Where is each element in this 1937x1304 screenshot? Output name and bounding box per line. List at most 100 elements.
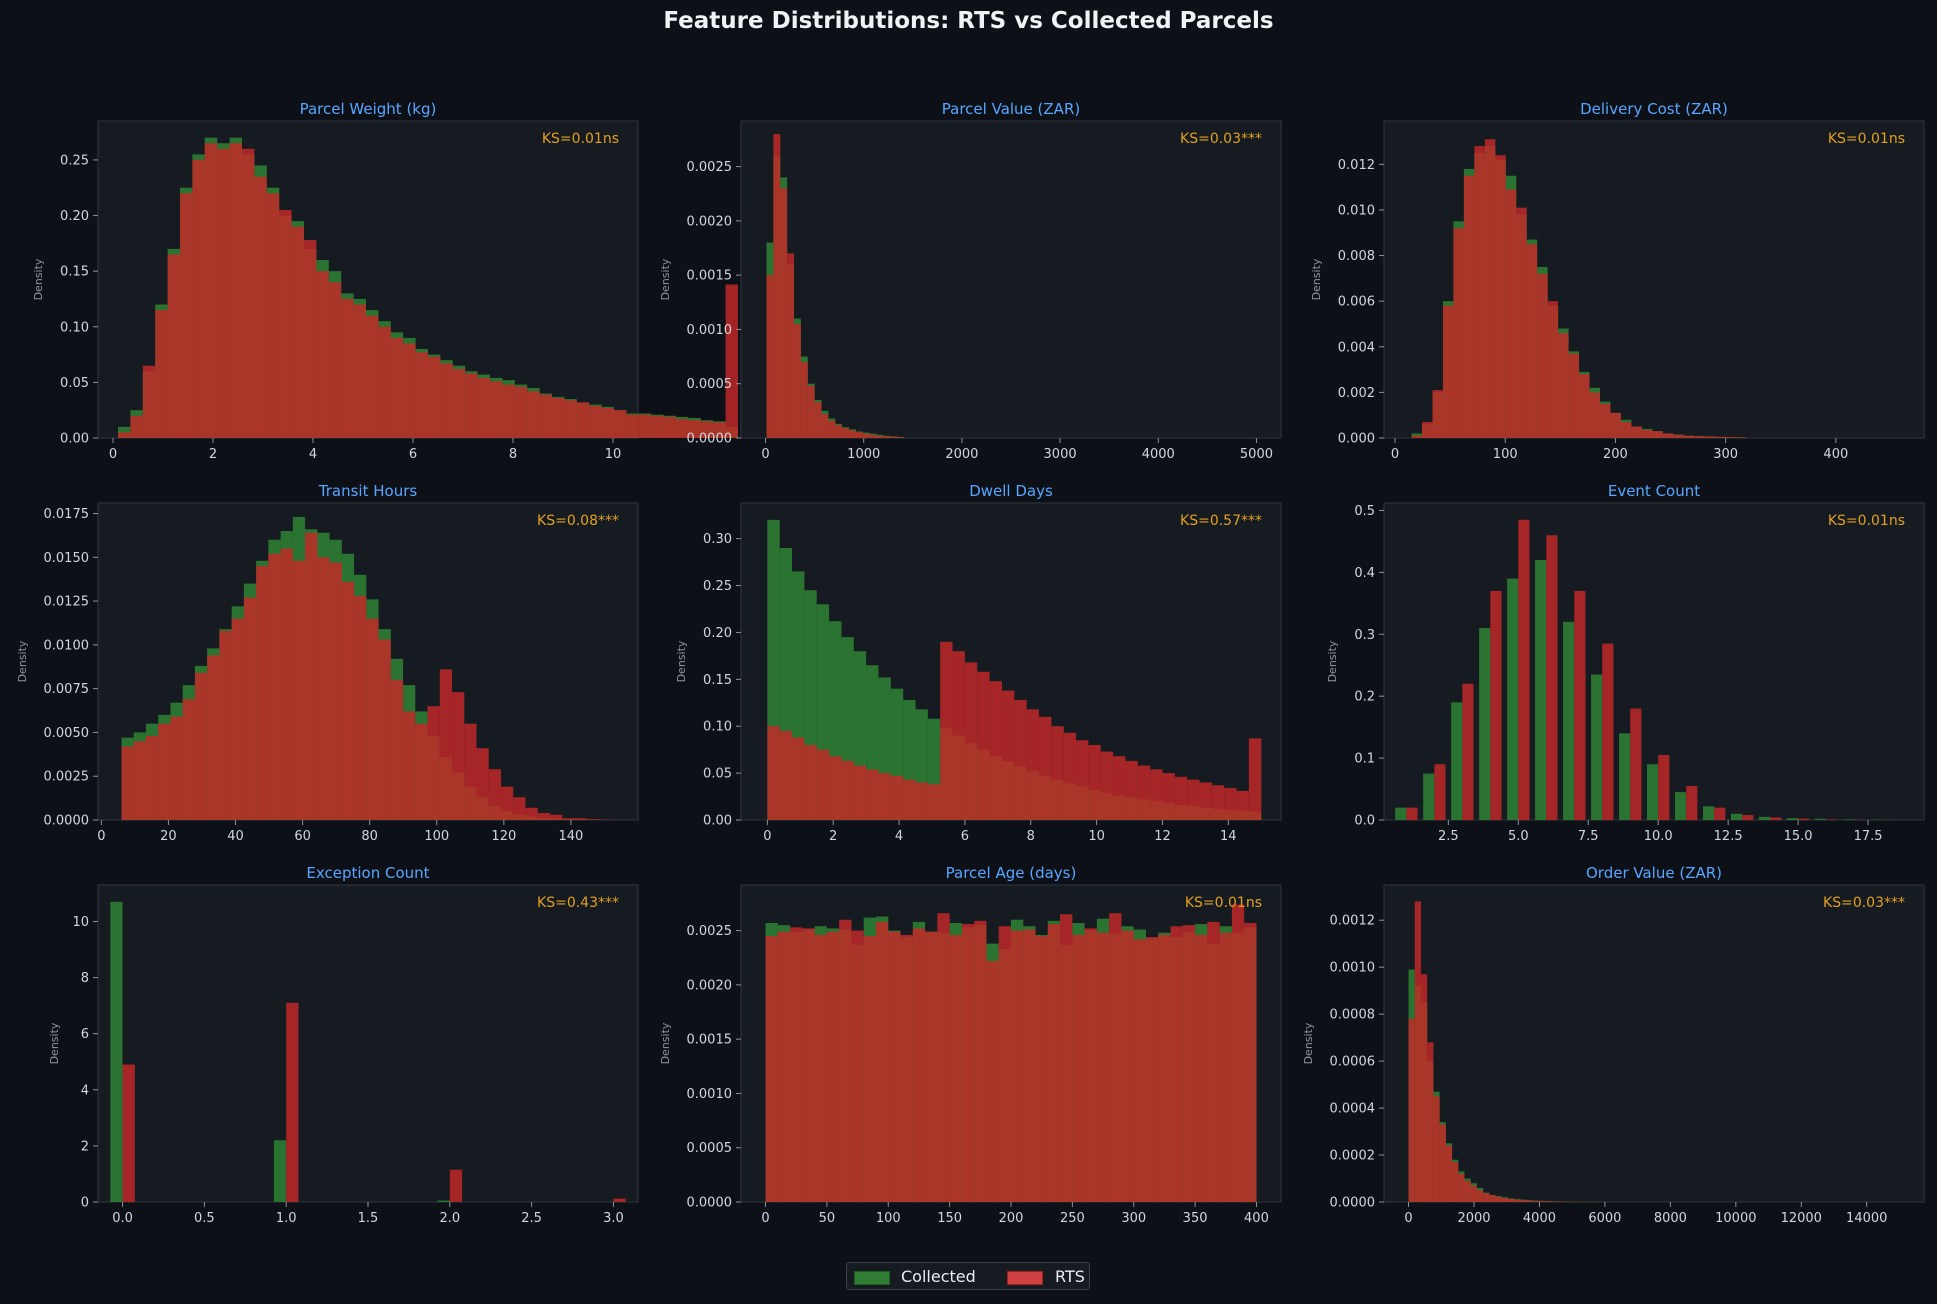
dwell-days-bar-rts-32 bbox=[1162, 773, 1175, 820]
parcel-age-days-ylabel: Density bbox=[659, 1022, 672, 1064]
parcel-age-days-xtick-label: 0 bbox=[761, 1211, 769, 1226]
order-value-zar-ytick-label: 0.0008 bbox=[1330, 1008, 1376, 1023]
parcel-age-days-bar-rts-18 bbox=[986, 960, 999, 1202]
dwell-days-ytick-label: 0.20 bbox=[703, 626, 732, 641]
dwell-days-ytick-label: 0.15 bbox=[703, 673, 732, 688]
transit-hours-bar-rts-16 bbox=[317, 557, 330, 820]
transit-hours-xtick-label: 60 bbox=[294, 829, 311, 844]
parcel-weight-kg-bar-rts-38 bbox=[589, 405, 602, 438]
event-count-bar-rts-5 bbox=[1546, 535, 1558, 820]
dwell-days-xtick-label: 4 bbox=[895, 829, 903, 844]
dwell-days-bar-rts-23 bbox=[1051, 726, 1064, 820]
dwell-days-ytick-label: 0.05 bbox=[703, 767, 732, 782]
transit-hours-bar-rts-25 bbox=[427, 706, 440, 820]
dwell-days-bar-rts-8 bbox=[866, 769, 879, 820]
event-count-bar-collected-9 bbox=[1647, 764, 1659, 820]
dwell-days-bar-rts-31 bbox=[1150, 769, 1163, 820]
parcel-age-days-bar-rts-30 bbox=[1133, 939, 1146, 1202]
dwell-days-bar-rts-7 bbox=[853, 765, 867, 820]
parcel-age-days-bar-rts-17 bbox=[974, 920, 987, 1202]
delivery-cost-zar-bar-rts-9 bbox=[1505, 189, 1517, 438]
order-value-zar-xtick-label: 14000 bbox=[1846, 1211, 1887, 1226]
parcel-age-days-ytick-label: 0.0025 bbox=[687, 924, 733, 939]
event-count-bar-collected-1 bbox=[1423, 773, 1435, 820]
dwell-days-xtick-label: 14 bbox=[1220, 829, 1237, 844]
parcel-weight-kg-bar-rts-23 bbox=[403, 343, 416, 438]
parcel-weight-kg-bar-rts-9 bbox=[229, 143, 242, 439]
order-value-zar-bar-rts-19 bbox=[1526, 1200, 1533, 1202]
dwell-days-bar-rts-37 bbox=[1224, 788, 1237, 820]
parcel-weight-kg-bar-rts-34 bbox=[539, 394, 552, 438]
event-count-bar-rts-14 bbox=[1798, 818, 1810, 820]
transit-hours-ks-label: KS=0.08*** bbox=[537, 513, 619, 529]
parcel-age-days-bar-rts-27 bbox=[1096, 932, 1110, 1202]
delivery-cost-zar-bar-rts-31 bbox=[1736, 437, 1747, 438]
order-value-zar-bar-rts-15 bbox=[1501, 1198, 1509, 1202]
parcel-age-days-ytick-label: 0.0020 bbox=[687, 978, 733, 993]
parcel-value-zar-bar-rts-8 bbox=[821, 414, 829, 438]
parcel-weight-kg-bar-rts-40 bbox=[614, 410, 627, 438]
transit-hours-bar-rts-34 bbox=[537, 812, 550, 820]
parcel-value-zar-ytick-label: 0.0005 bbox=[687, 377, 733, 392]
dwell-days-bar-rts-19 bbox=[1001, 690, 1015, 820]
parcel-value-zar-bar-rts-4 bbox=[794, 324, 801, 438]
parcel-value-zar-title: Parcel Value (ZAR) bbox=[942, 100, 1080, 118]
parcel-weight-kg-bar-rts-4 bbox=[167, 254, 180, 438]
exception-count-xtick-label: 1.5 bbox=[358, 1211, 379, 1226]
parcel-value-zar-xtick-label: 5000 bbox=[1240, 447, 1273, 462]
event-count-xtick-label: 15.0 bbox=[1784, 829, 1813, 844]
parcel-age-days-bar-rts-39 bbox=[1244, 922, 1257, 1202]
parcel-weight-kg-bar-rts-1 bbox=[130, 415, 143, 438]
event-count-bar-rts-12 bbox=[1742, 815, 1754, 820]
transit-hours-bar-rts-37 bbox=[574, 818, 587, 820]
order-value-zar-ytick-label: 0.0002 bbox=[1330, 1149, 1376, 1164]
exception-count-plot-area bbox=[97, 884, 639, 1203]
dwell-days-bar-rts-26 bbox=[1088, 744, 1101, 820]
parcel-age-days-bar-rts-21 bbox=[1023, 929, 1036, 1202]
event-count-bar-rts-6 bbox=[1574, 590, 1586, 820]
delivery-cost-zar-ytick-label: 0.002 bbox=[1338, 386, 1375, 401]
parcel-age-days-bar-rts-24 bbox=[1060, 914, 1073, 1202]
exception-count-ytick-label: 4 bbox=[81, 1083, 89, 1098]
delivery-cost-zar-bar-rts-16 bbox=[1579, 374, 1590, 438]
parcel-value-zar-xtick-label: 0 bbox=[761, 447, 769, 462]
transit-hours-bar-rts-15 bbox=[305, 532, 318, 820]
transit-hours-bar-rts-31 bbox=[500, 786, 514, 820]
parcel-age-days-bar-rts-13 bbox=[925, 931, 938, 1202]
dwell-days-bar-rts-3 bbox=[804, 744, 817, 820]
dwell-days-bar-rts-12 bbox=[915, 782, 928, 820]
delivery-cost-zar-bar-rts-2 bbox=[1432, 390, 1443, 438]
order-value-zar-ks-label: KS=0.03*** bbox=[1823, 895, 1905, 911]
exception-count-title: Exception Count bbox=[306, 864, 429, 882]
transit-hours-bar-rts-28 bbox=[464, 723, 477, 820]
event-count-ks-label: KS=0.01ns bbox=[1828, 513, 1905, 529]
order-value-zar-xtick-label: 0 bbox=[1404, 1211, 1412, 1226]
parcel-weight-kg-bar-rts-7 bbox=[204, 143, 218, 439]
dwell-days-bar-rts-24 bbox=[1063, 732, 1077, 820]
event-count-bar-collected-12 bbox=[1730, 813, 1743, 820]
event-count-bar-collected-5 bbox=[1535, 559, 1547, 820]
parcel-age-days-bar-rts-2 bbox=[790, 927, 803, 1202]
order-value-zar-bar-rts-12 bbox=[1483, 1193, 1490, 1202]
legend-swatch-rts bbox=[1007, 1271, 1043, 1285]
exception-count-xtick-label: 2.5 bbox=[521, 1211, 542, 1226]
parcel-weight-kg-bar-rts-43 bbox=[651, 415, 664, 438]
event-count-bar-rts-0 bbox=[1406, 807, 1418, 820]
delivery-cost-zar-bar-rts-22 bbox=[1641, 430, 1653, 438]
delivery-cost-zar-bar-rts-29 bbox=[1715, 436, 1726, 438]
order-value-zar-ytick-label: 0.0010 bbox=[1330, 961, 1376, 976]
dwell-days-xtick-label: 2 bbox=[829, 829, 837, 844]
order-value-zar-bar-rts-18 bbox=[1520, 1200, 1527, 1202]
transit-hours-ytick-label: 0.0175 bbox=[44, 507, 90, 522]
transit-hours-bar-rts-5 bbox=[182, 699, 195, 820]
parcel-age-days-bar-rts-3 bbox=[802, 928, 815, 1202]
dwell-days-ytick-label: 0.00 bbox=[703, 814, 732, 829]
parcel-age-days-ytick-label: 0.0015 bbox=[687, 1033, 733, 1048]
delivery-cost-zar-bar-rts-19 bbox=[1610, 412, 1621, 438]
parcel-value-zar-plot-area bbox=[740, 120, 1282, 439]
delivery-cost-zar-bar-rts-27 bbox=[1694, 436, 1705, 438]
event-count-xtick-label: 17.5 bbox=[1854, 829, 1883, 844]
parcel-age-days-bar-rts-0 bbox=[765, 936, 778, 1202]
parcel-weight-kg-bar-rts-29 bbox=[477, 377, 490, 438]
parcel-weight-kg-bar-rts-49 bbox=[725, 284, 738, 438]
